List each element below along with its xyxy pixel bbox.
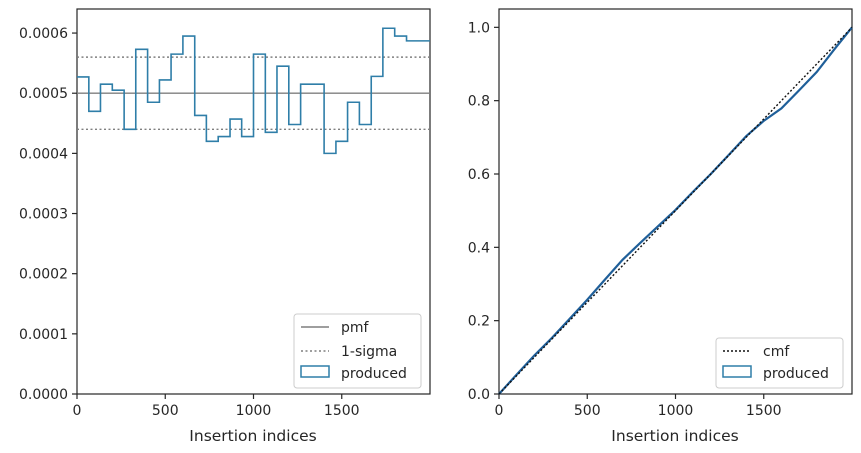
legend-label-pmf: pmf: [341, 320, 370, 336]
x-tick-label: 1500: [324, 403, 360, 419]
y-tick-label: 0.0005: [19, 86, 68, 102]
left-ticks: 0 500 1000 1500 0.0000 0.0001 0.0002 0.0003 0.00…: [19, 26, 360, 419]
right-legend: cmf produced: [715, 337, 844, 389]
left-x-axis-label: Insertion indices: [189, 427, 316, 445]
right-ticks: 0 500 1000 1500 0.0 0.2 0.4 0.6 0.8 1.0: [468, 20, 782, 419]
y-tick-label: 1.0: [468, 20, 490, 36]
x-tick-label: 500: [152, 403, 179, 419]
y-tick-label: 0.6: [468, 167, 490, 183]
right-x-axis-label: Insertion indices: [611, 427, 738, 445]
y-tick-label: 0.4: [468, 240, 490, 256]
x-tick-label: 1000: [658, 403, 694, 419]
cmf-line: [498, 26, 853, 395]
right-panel: 0 500 1000 1500 0.0 0.2 0.4 0.6 0.8 1.0 Insertion…: [468, 8, 853, 445]
y-tick-label: 0.0004: [19, 146, 68, 162]
x-tick-label: 0: [73, 403, 82, 419]
left-panel: 0 500 1000 1500 0.0000 0.0001 0.0002 0.0003 0.00…: [19, 8, 431, 445]
y-tick-label: 0.0002: [19, 267, 68, 283]
legend-label-produced: produced: [341, 366, 407, 382]
x-tick-label: 0: [495, 403, 504, 419]
legend-label-cmf: cmf: [763, 344, 790, 360]
y-tick-label: 0.0: [468, 387, 490, 403]
right-plot-area: [498, 26, 853, 395]
left-legend: pmf 1-sigma produced: [293, 313, 422, 389]
x-tick-label: 1000: [236, 403, 272, 419]
produced-cumulative-line: [498, 26, 853, 395]
y-tick-label: 0.2: [468, 314, 490, 330]
legend-label-1-sigma: 1-sigma: [341, 344, 397, 360]
y-tick-label: 0.0003: [19, 207, 68, 223]
left-plot-area: [77, 27, 430, 155]
x-tick-label: 1500: [746, 403, 782, 419]
y-tick-label: 0.0000: [19, 387, 68, 403]
legend-label-produced-cumulative: produced: [763, 366, 829, 382]
y-tick-label: 0.0006: [19, 26, 68, 42]
legend-swatch-produced-cumulative: [722, 365, 752, 378]
y-tick-label: 0.8: [468, 94, 490, 110]
left-legend-box: [293, 313, 422, 389]
legend-swatch-produced: [300, 365, 330, 378]
right-plot-frame: [498, 8, 853, 395]
produced-step-line: [77, 27, 430, 155]
x-tick-label: 500: [574, 403, 601, 419]
y-tick-label: 0.0001: [19, 327, 68, 343]
